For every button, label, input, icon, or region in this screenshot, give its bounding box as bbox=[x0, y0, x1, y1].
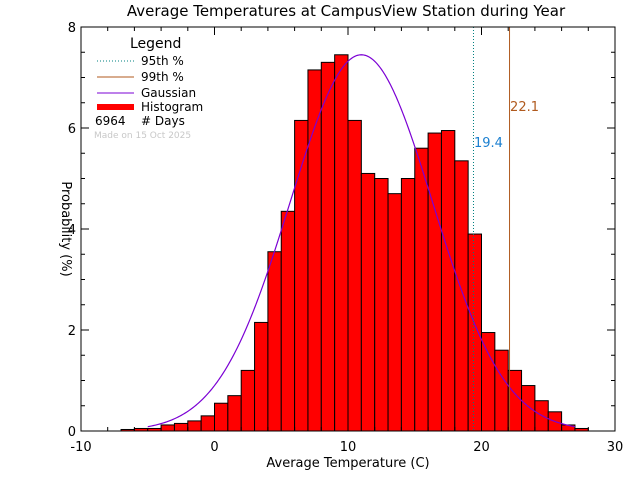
chart-title: Average Temperatures at CampusView Stati… bbox=[127, 2, 566, 20]
histogram-bar bbox=[400, 178, 416, 432]
legend-label-95th: 95th % bbox=[141, 54, 184, 68]
legend-title: Legend bbox=[130, 36, 181, 52]
legend-label-99th: 99th % bbox=[141, 70, 184, 84]
y-tick-label: 4 bbox=[68, 223, 76, 238]
legend-label-gaussian: Gaussian bbox=[141, 86, 196, 100]
histogram-bar bbox=[187, 420, 202, 432]
histogram-bar bbox=[267, 251, 282, 432]
histogram-bar bbox=[387, 193, 402, 432]
histogram-bar bbox=[427, 132, 442, 432]
y-tick-label: 2 bbox=[68, 324, 76, 339]
y-tick-label: 0 bbox=[68, 425, 76, 440]
histogram-bar bbox=[374, 178, 389, 432]
legend-label-histogram: Histogram bbox=[141, 100, 203, 114]
made-on-note: Made on 15 Oct 2025 bbox=[94, 131, 191, 141]
histogram-bar bbox=[200, 415, 215, 432]
histogram-bar bbox=[280, 210, 296, 432]
gaussian-curve bbox=[147, 54, 576, 428]
x-axis-label: Average Temperature (C) bbox=[266, 456, 429, 471]
y-tick-label: 8 bbox=[68, 21, 76, 36]
histogram-bar bbox=[414, 147, 429, 432]
histogram-bar bbox=[307, 69, 322, 432]
days-count: 6964 bbox=[95, 114, 126, 128]
histogram-bars bbox=[120, 54, 589, 432]
histogram-bar bbox=[334, 54, 349, 432]
x-tick-label: 30 bbox=[607, 440, 624, 455]
histogram-bar bbox=[320, 61, 336, 432]
days-label: # Days bbox=[141, 114, 185, 128]
histogram-bar bbox=[254, 321, 269, 432]
x-tick-label: 10 bbox=[340, 440, 357, 455]
histogram-bar bbox=[160, 424, 175, 432]
y-tick-label: 6 bbox=[68, 122, 76, 137]
histogram-bar bbox=[454, 160, 469, 432]
histogram-bar bbox=[173, 422, 189, 432]
legend: Legend 95th % 99th % Gaussian Histogram … bbox=[94, 36, 203, 141]
histogram-bar bbox=[494, 349, 509, 432]
histogram-bar bbox=[507, 369, 523, 432]
y-axis-label: Probability (%) bbox=[58, 181, 73, 276]
histogram-bar bbox=[481, 332, 496, 432]
x-tick-label: 20 bbox=[473, 440, 490, 455]
x-tick-label: -10 bbox=[70, 440, 91, 455]
histogram-bar bbox=[360, 172, 376, 432]
percentile-99-label: 22.1 bbox=[510, 100, 539, 115]
histogram-bar bbox=[347, 119, 362, 432]
histogram-bar bbox=[227, 395, 242, 432]
histogram-bar bbox=[214, 402, 229, 432]
histogram-bar bbox=[467, 233, 482, 432]
histogram-bar bbox=[440, 130, 456, 432]
x-tick-label: 0 bbox=[210, 440, 218, 455]
histogram-bar bbox=[521, 385, 536, 432]
percentile-95-label: 19.4 bbox=[474, 136, 503, 151]
histogram-bar bbox=[240, 369, 256, 432]
